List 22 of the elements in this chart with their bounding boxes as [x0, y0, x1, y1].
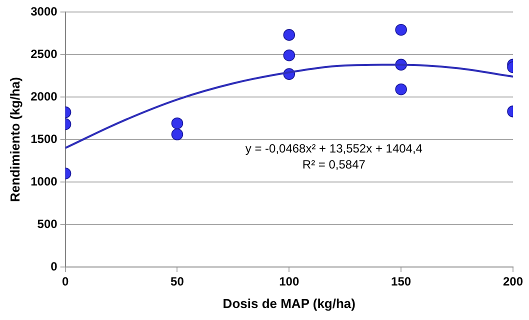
point [171, 117, 184, 130]
annotation: R² = 0,5847 [302, 157, 366, 172]
y-tick-label: 2500 [30, 46, 58, 61]
point [395, 24, 407, 36]
x-axis-title: Dosis de MAP (kg/ha) [222, 296, 356, 311]
y-tick-label: 3000 [30, 4, 58, 18]
x-tick-label: 0 [62, 274, 69, 289]
y-tick-label: 0 [50, 259, 58, 274]
y-tick-label: 1500 [30, 132, 58, 146]
y-axis-title: Rendimiento (kg/ha) [7, 77, 22, 202]
y-tick-label: 1000 [30, 174, 58, 188]
y-tick-label: 2000 [30, 89, 58, 104]
point [283, 49, 296, 62]
annotation: y = -0,0468x² + 13,552x + 1404,4 [245, 141, 423, 156]
y-tick-label: 500 [37, 216, 58, 231]
point [395, 83, 407, 96]
point [283, 29, 296, 41]
point [171, 128, 184, 140]
x-tick-label: 150 [391, 274, 412, 289]
x-tick-label: 200 [502, 274, 524, 289]
x-tick-label: 100 [279, 274, 300, 289]
x-tick-label: 50 [170, 274, 184, 289]
